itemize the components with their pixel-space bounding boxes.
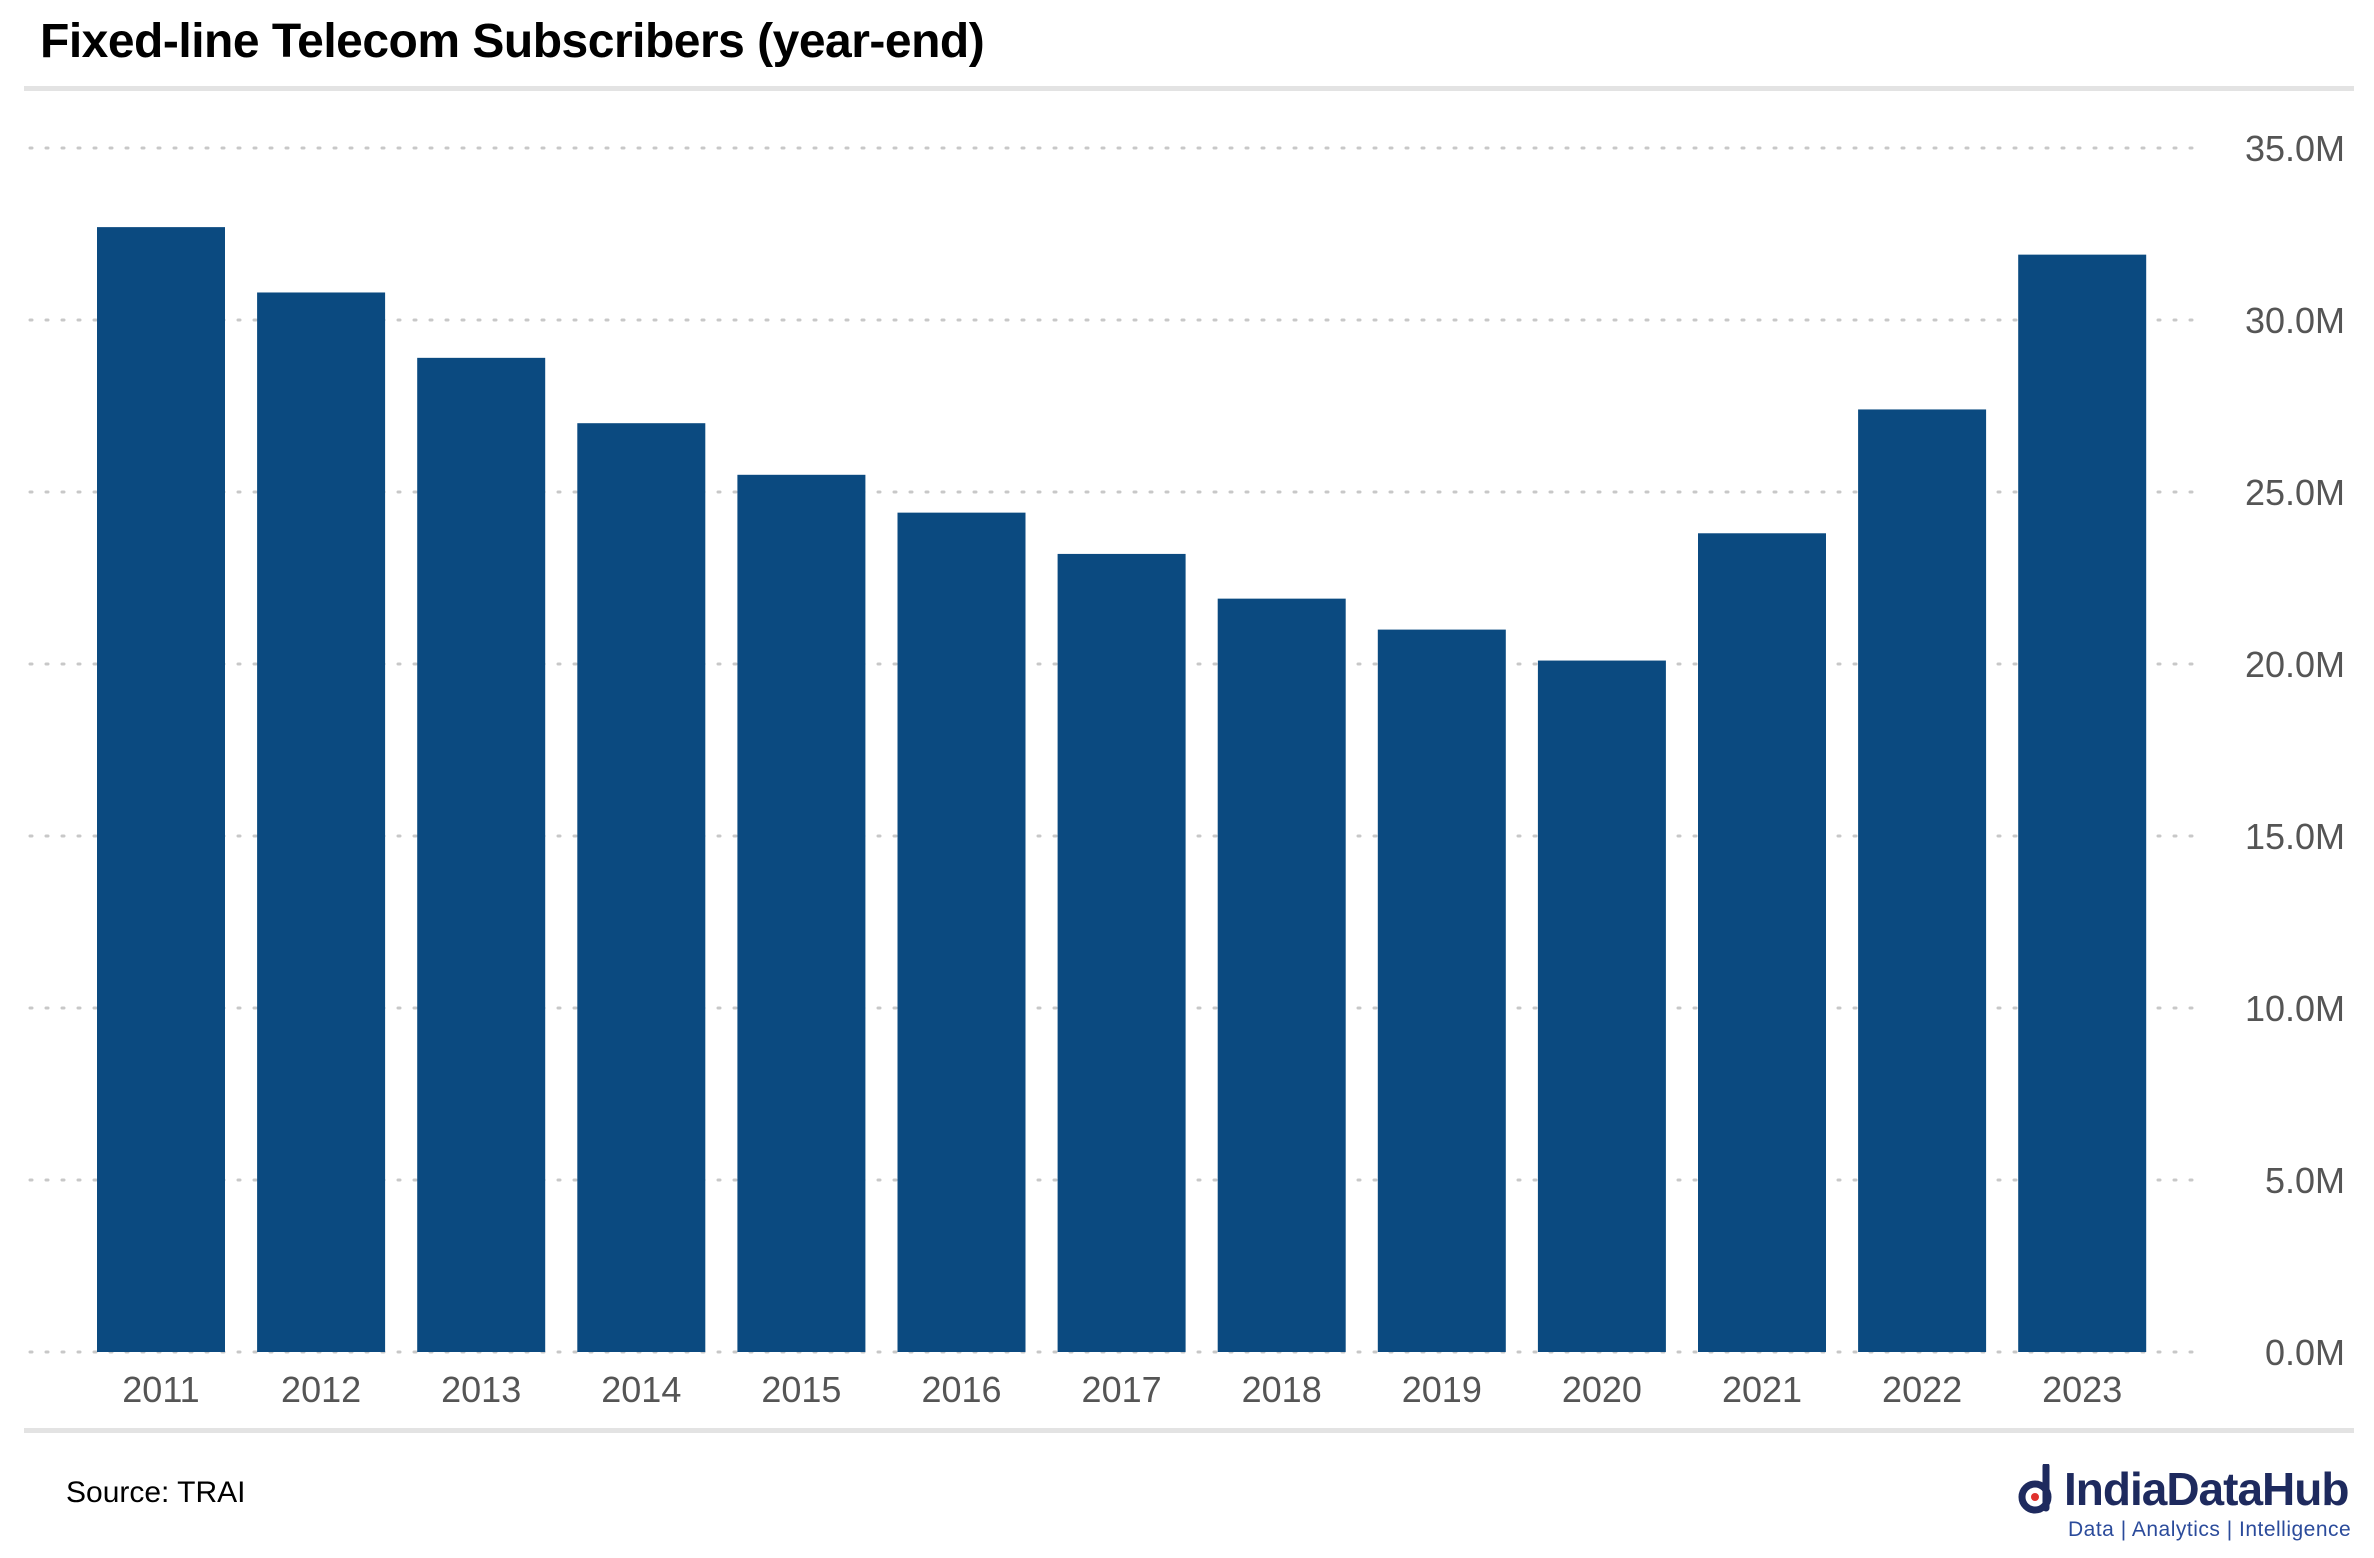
bar-2023 — [2018, 254, 2147, 1352]
x-tick-label: 2019 — [1402, 1369, 1482, 1410]
y-axis-labels: 0.0M 5.0M 10.0M 15.0M 20.0M 25.0M 30.0M 35.0M — [2245, 128, 2345, 1373]
y-tick-label: 0.0M — [2265, 1332, 2345, 1373]
x-tick-label: 2023 — [2042, 1369, 2122, 1410]
y-tick-label: 5.0M — [2265, 1160, 2345, 1201]
logo-name: IndiaDataHub — [2064, 1463, 2349, 1515]
x-tick-label: 2011 — [122, 1369, 199, 1410]
bar-2016 — [897, 512, 1026, 1352]
y-tick-label: 20.0M — [2245, 644, 2345, 685]
bar-2017 — [1057, 553, 1186, 1352]
y-tick-label: 30.0M — [2245, 300, 2345, 341]
bar-2011 — [97, 227, 225, 1352]
x-axis-labels: 2011 2012 2013 2014 2015 2016 2017 2018 2019 2020… — [122, 1369, 2122, 1410]
x-tick-label: 2020 — [1562, 1369, 1642, 1410]
x-tick-label: 2015 — [761, 1369, 841, 1410]
bar-2013 — [417, 357, 546, 1353]
x-tick-label: 2022 — [1882, 1369, 1962, 1410]
source-note: Source: TRAI — [66, 1476, 246, 1509]
x-tick-label: 2013 — [441, 1369, 521, 1410]
bar-2020 — [1537, 660, 1666, 1352]
logo-d-icon — [2018, 1464, 2052, 1514]
x-tick-label: 2017 — [1082, 1369, 1162, 1410]
y-tick-label: 10.0M — [2245, 988, 2345, 1029]
bar-2019 — [1377, 629, 1506, 1352]
brand-logo: IndiaDataHub Data | Analytics | Intellig… — [2016, 1462, 2356, 1548]
x-tick-label: 2016 — [921, 1369, 1001, 1410]
x-tick-label: 2021 — [1722, 1369, 1802, 1410]
bar-2022 — [1858, 409, 1987, 1352]
bar-2012 — [257, 292, 386, 1353]
y-tick-label: 35.0M — [2245, 128, 2345, 169]
bar-2021 — [1698, 533, 1826, 1352]
x-tick-label: 2018 — [1242, 1369, 1322, 1410]
bottom-divider — [24, 1428, 2354, 1433]
x-tick-label: 2014 — [601, 1369, 681, 1410]
logo-tagline: Data | Analytics | Intelligence — [2068, 1518, 2352, 1541]
chart-title: Fixed-line Telecom Subscribers (year-end… — [40, 15, 985, 68]
top-divider — [24, 86, 2354, 91]
bar-2014 — [577, 423, 706, 1352]
bar-2015 — [737, 474, 866, 1352]
x-tick-label: 2012 — [281, 1369, 361, 1410]
y-tick-label: 25.0M — [2245, 472, 2345, 513]
bar-chart: 2011 2012 2013 2014 2015 2016 2017 2018 2019 2020… — [28, 128, 2345, 1410]
bars — [97, 227, 2147, 1353]
bar-2018 — [1217, 598, 1346, 1352]
gridlines — [28, 146, 2202, 1354]
y-tick-label: 15.0M — [2245, 816, 2345, 857]
